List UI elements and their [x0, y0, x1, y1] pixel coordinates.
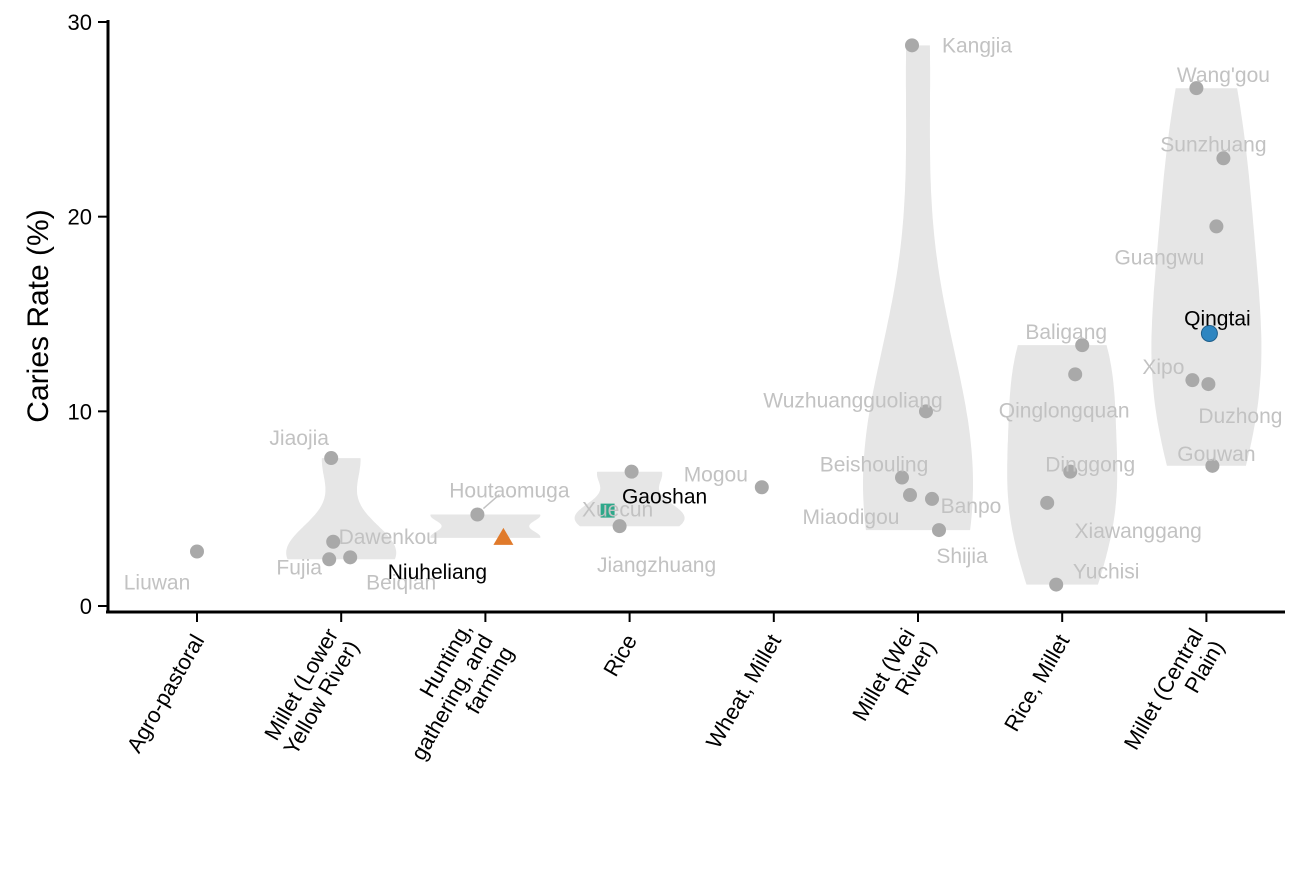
data-point	[1075, 338, 1090, 353]
data-point	[1205, 458, 1220, 473]
violin-shape	[430, 514, 541, 538]
data-point	[932, 523, 946, 538]
x-category-label: Agro-pastoral	[122, 630, 210, 757]
data-point	[1209, 219, 1224, 234]
data-point	[1185, 373, 1200, 388]
data-point	[1189, 81, 1204, 96]
points-layer	[190, 38, 1231, 592]
data-point	[324, 451, 339, 466]
highlight-circle-point	[1200, 324, 1218, 342]
site-label: Dinggong	[1045, 454, 1135, 477]
site-labels-layer: Liuwan Jiaojia Dawenkou Fujia Beiqian Houtaom…	[124, 34, 1283, 594]
site-label: Miaodigou	[803, 506, 900, 529]
site-label: Niuheliang	[388, 561, 487, 584]
data-point	[326, 534, 341, 549]
site-label: Jiangzhuang	[597, 554, 716, 577]
site-label: Fujia	[276, 556, 322, 579]
site-label: Kangjia	[942, 34, 1012, 57]
site-label: Beishouling	[820, 454, 929, 477]
site-label: Duzhong	[1198, 405, 1282, 428]
site-label: Shijia	[936, 545, 988, 568]
site-label: Jiaojia	[269, 427, 329, 450]
y-tick-label: 30	[68, 10, 92, 35]
site-label: Gaoshan	[622, 486, 707, 509]
site-label: Xipo	[1142, 356, 1184, 379]
site-label: Banpo	[941, 495, 1002, 518]
data-point	[1049, 577, 1064, 592]
y-tick-label: 0	[80, 594, 92, 619]
site-label: Qinglongquan	[999, 399, 1130, 422]
data-point	[925, 491, 939, 506]
site-label: Wang'gou	[1177, 64, 1270, 87]
data-point	[1201, 377, 1216, 392]
data-point	[1216, 151, 1231, 166]
x-category-label: Rice	[598, 630, 642, 681]
highlight-triangle-point	[493, 527, 514, 545]
site-label: Xiawanggang	[1075, 520, 1202, 543]
data-point	[919, 404, 933, 419]
data-point	[1063, 464, 1078, 479]
violin-shape	[286, 458, 397, 560]
label-leader-line	[482, 493, 500, 510]
data-point	[905, 38, 919, 53]
site-label: Houtaomuga	[449, 480, 570, 503]
site-label: Sunzhuang	[1160, 133, 1266, 156]
site-label: Mogou	[684, 463, 748, 486]
site-label: Wuzhuangguoliang	[763, 389, 942, 412]
data-point	[612, 519, 627, 534]
y-ticks: 0 10 20 30	[68, 10, 108, 619]
data-point	[190, 544, 204, 559]
data-point	[1068, 367, 1083, 382]
data-point	[322, 552, 337, 567]
site-label: Beiqian	[366, 571, 436, 594]
data-point	[343, 550, 358, 565]
y-tick-label: 10	[68, 399, 92, 424]
violin-layer	[286, 45, 1262, 585]
x-category-label: Rice, Millet	[999, 630, 1074, 736]
site-label: Xuecun	[582, 499, 653, 522]
x-category-label: Wheat, Millet	[701, 630, 786, 753]
data-point	[895, 470, 909, 485]
violin-shape	[1151, 88, 1262, 466]
data-point	[624, 464, 639, 479]
y-tick-label: 20	[68, 205, 92, 230]
data-point	[903, 488, 917, 503]
highlight-square-point	[600, 503, 615, 518]
site-label: Baligang	[1025, 321, 1107, 344]
site-label: Qingtai	[1184, 307, 1251, 330]
site-label: Liuwan	[124, 571, 191, 594]
site-label: Dawenkou	[339, 526, 438, 549]
violin-shape	[863, 45, 973, 531]
y-axis-title: Caries Rate (%)	[22, 209, 55, 422]
site-label: Yuchisi	[1073, 561, 1140, 584]
site-label: Gouwan	[1177, 443, 1255, 466]
data-point	[754, 480, 769, 495]
data-point	[470, 507, 485, 522]
data-point	[1040, 495, 1055, 510]
site-label: Guangwu	[1114, 246, 1204, 269]
violin-shape	[1007, 345, 1118, 585]
